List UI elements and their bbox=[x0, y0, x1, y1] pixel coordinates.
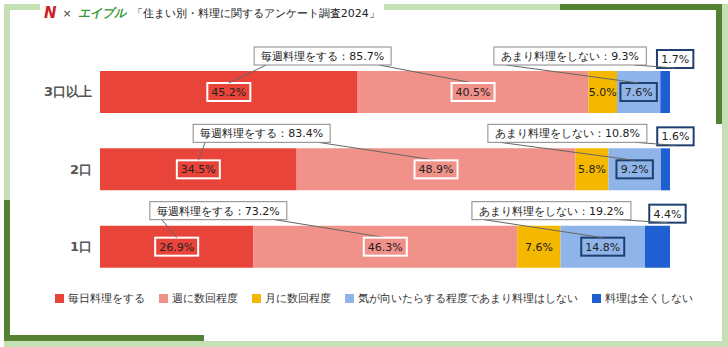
svg-text:34.5%: 34.5% bbox=[181, 163, 216, 176]
html-text:料理は全くしない: 料理は全くしない bbox=[605, 292, 693, 305]
svg-text:7.6%: 7.6% bbox=[525, 241, 553, 254]
svg-text:40.5%: 40.5% bbox=[456, 86, 491, 99]
svg-text:あまり料理をしない：19.2%: あまり料理をしない：19.2% bbox=[479, 205, 624, 218]
svg-text:2口: 2口 bbox=[70, 162, 92, 177]
svg-text:45.2%: 45.2% bbox=[211, 86, 246, 99]
svg-text:毎週料理をする：85.7%: 毎週料理をする：85.7% bbox=[261, 50, 384, 63]
svg-text:7.6%: 7.6% bbox=[625, 86, 653, 99]
svg-text:5.8%: 5.8% bbox=[578, 163, 606, 176]
svg-text:46.3%: 46.3% bbox=[368, 241, 403, 254]
svg-text:48.9%: 48.9% bbox=[419, 163, 454, 176]
svg-text:あまり料理をしない：9.3%: あまり料理をしない：9.3% bbox=[501, 50, 639, 63]
svg-text:1口: 1口 bbox=[70, 239, 92, 254]
svg-text:4.4%: 4.4% bbox=[653, 208, 681, 221]
svg-text:3口以上: 3口以上 bbox=[44, 84, 92, 99]
svg-text:1.6%: 1.6% bbox=[661, 130, 689, 143]
html-text:月に数回程度: 月に数回程度 bbox=[265, 292, 331, 305]
html-text:気が向いたらする程度であまり料理はしない: 気が向いたらする程度であまり料理はしない bbox=[358, 292, 578, 305]
html-text:N × エイブル 「住まい別・料理に関するアンケート調査20: N × エイブル 「住まい別・料理に関するアンケート調査2024」 bbox=[44, 4, 380, 22]
svg-text:9.2%: 9.2% bbox=[621, 163, 649, 176]
svg-text:14.8%: 14.8% bbox=[585, 241, 620, 254]
svg-text:毎週料理をする：73.2%: 毎週料理をする：73.2% bbox=[157, 205, 280, 218]
html-text:週に数回程度: 週に数回程度 bbox=[172, 292, 238, 305]
svg-text:1.7%: 1.7% bbox=[661, 53, 689, 66]
svg-text:毎週料理をする：83.4%: 毎週料理をする：83.4% bbox=[200, 127, 323, 140]
svg-text:26.9%: 26.9% bbox=[159, 241, 194, 254]
svg-text:5.0%: 5.0% bbox=[589, 86, 617, 99]
svg-text:あまり料理をしない：10.8%: あまり料理をしない：10.8% bbox=[495, 127, 640, 140]
html-text:毎日料理をする: 毎日料理をする bbox=[68, 292, 145, 305]
